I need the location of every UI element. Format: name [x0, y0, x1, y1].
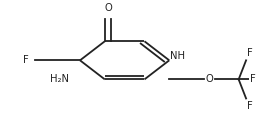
- Text: F: F: [250, 74, 255, 84]
- Text: F: F: [247, 101, 253, 111]
- Text: NH: NH: [170, 51, 186, 61]
- Text: O: O: [104, 3, 112, 13]
- Text: H₂N: H₂N: [50, 74, 69, 84]
- Text: F: F: [24, 55, 29, 65]
- Text: O: O: [205, 74, 213, 84]
- Text: F: F: [247, 48, 253, 58]
